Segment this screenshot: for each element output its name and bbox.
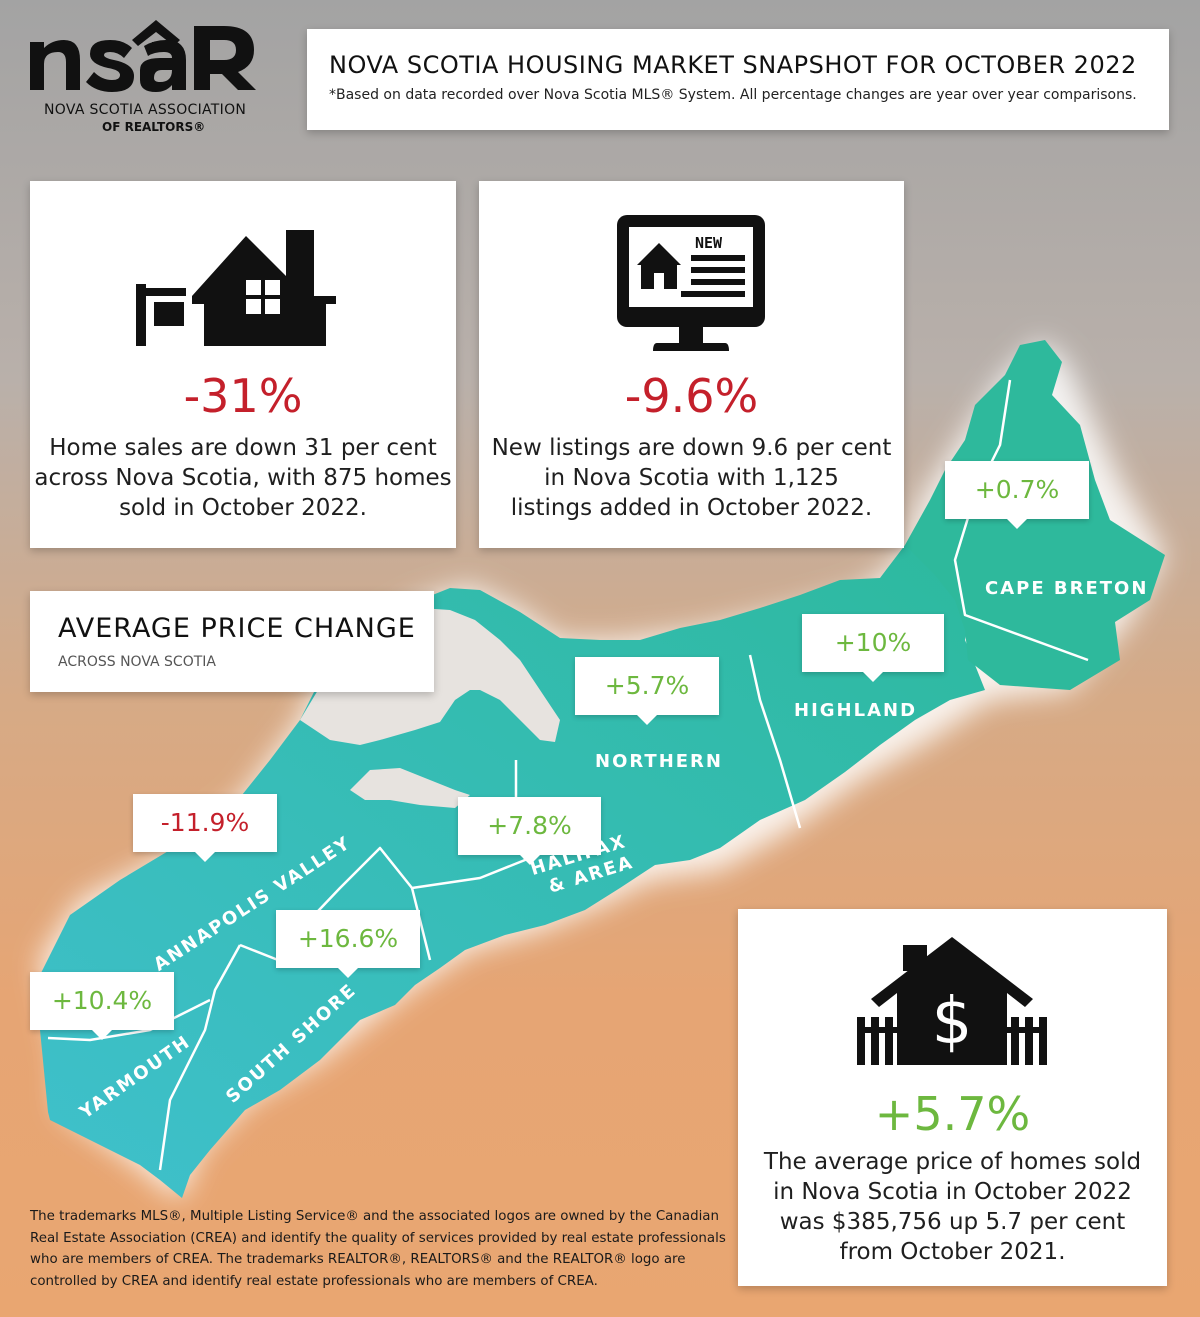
avg-price-text-line: was $385,756 up 5.7 per cent: [779, 1209, 1126, 1235]
logo-wordmark: nsar: [28, 20, 260, 118]
region-label-cape-breton: CAPE BRETON: [985, 578, 1149, 599]
avg-price-text: The average price of homes sold in Nova …: [738, 1147, 1167, 1267]
region-change-northern: +5.7%: [575, 657, 719, 725]
listings-stat: -9.6%: [624, 369, 759, 423]
logo-line-2: OF REALTORS®: [102, 120, 206, 134]
footer-line: The trademarks MLS®, Multiple Listing Se…: [30, 1209, 719, 1224]
page-subtitle: *Based on data recorded over Nova Scotia…: [329, 87, 1137, 103]
avg-price-text-line: The average price of homes sold: [763, 1149, 1142, 1175]
avg-price-stat: +5.7%: [874, 1087, 1031, 1141]
region-change-south-shore: +16.6%: [276, 910, 420, 978]
house-dollar-icon: $: [857, 937, 1047, 1065]
nsar-logo-icon: [30, 20, 256, 92]
region-label-highland: HIGHLAND: [794, 700, 918, 721]
region-borders: [47, 379, 1089, 1171]
avg-price-card: $ +5.7% The average price of homes sold …: [738, 909, 1167, 1286]
logo-line-1: NOVA SCOTIA ASSOCIATION: [44, 102, 247, 118]
listings-text-line: listings added in October 2022.: [510, 495, 873, 521]
house-for-sale-icon: [136, 230, 336, 346]
listings-text: New listings are down 9.6 per cent in No…: [479, 433, 904, 523]
sales-text-line: Home sales are down 31 per cent: [49, 435, 437, 461]
avg-price-text-line: from October 2021.: [839, 1239, 1066, 1265]
region-change-cape-breton: +0.7%: [945, 461, 1089, 529]
footer-disclaimer: The trademarks MLS®, Multiple Listing Se…: [30, 1206, 735, 1292]
footer-line: Real Estate Association (CREA) and ident…: [30, 1230, 726, 1246]
region-change-highland: +10%: [802, 614, 944, 682]
sales-text-line: across Nova Scotia, with 875 homes: [34, 465, 452, 491]
footer-line: controlled by CREA and identify real est…: [30, 1273, 598, 1289]
dollar-sign-glyph: $: [932, 985, 973, 1059]
avg-price-change-title: AVERAGE PRICE CHANGE: [58, 613, 416, 644]
avg-price-change-card: AVERAGE PRICE CHANGE ACROSS NOVA SCOTIA: [30, 591, 434, 692]
sales-stat: -31%: [183, 369, 303, 423]
listings-card: NEW -9.6% New listings are down 9.6 per …: [479, 181, 904, 548]
avg-price-change-subtitle: ACROSS NOVA SCOTIA: [58, 654, 216, 670]
region-label-northern: NORTHERN: [595, 751, 723, 772]
region-change-yarmouth: +10.4%: [30, 972, 174, 1040]
footer-line: who are members of CREA. The trademarks …: [30, 1252, 686, 1268]
page-title: NOVA SCOTIA HOUSING MARKET SNAPSHOT FOR …: [329, 51, 1137, 79]
region-change-halifax: +7.8%: [458, 797, 601, 865]
header-card: NOVA SCOTIA HOUSING MARKET SNAPSHOT FOR …: [307, 29, 1169, 130]
new-badge: NEW: [695, 234, 723, 252]
sales-text: Home sales are down 31 per cent across N…: [30, 433, 456, 523]
listings-text-line: in Nova Scotia with 1,125: [544, 465, 839, 491]
logo: nsar NOVA SCOTIA ASSOCIATION OF REALTORS…: [28, 20, 268, 144]
listings-text-line: New listings are down 9.6 per cent: [491, 435, 892, 461]
sales-text-line: sold in October 2022.: [119, 495, 367, 521]
monitor-new-listing-icon: NEW: [617, 215, 765, 351]
region-change-annapolis-valley: -11.9%: [133, 794, 277, 862]
sales-card: -31% Home sales are down 31 per cent acr…: [30, 181, 456, 548]
avg-price-text-line: in Nova Scotia in October 2022: [773, 1179, 1132, 1205]
